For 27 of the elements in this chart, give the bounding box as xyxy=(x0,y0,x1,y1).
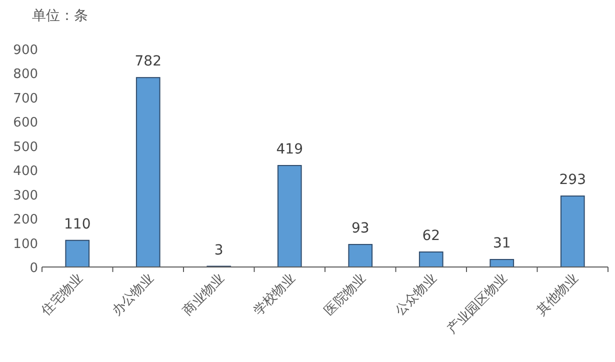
data-label: 31 xyxy=(492,235,511,252)
x-tick-label: 公众物业 xyxy=(392,271,440,319)
y-tick-label: 200 xyxy=(13,212,38,228)
data-label: 782 xyxy=(134,54,162,70)
y-tick-label: 600 xyxy=(13,116,38,131)
x-tick-label: 学校物业 xyxy=(251,271,298,319)
data-label: 419 xyxy=(276,142,303,158)
x-tick-label: 医院物业 xyxy=(322,271,370,319)
x-tick-label: 商业物业 xyxy=(180,271,228,319)
y-tick-label: 300 xyxy=(13,188,38,204)
data-label: 93 xyxy=(351,220,370,236)
y-tick-label: 400 xyxy=(13,164,38,180)
y-axis-title: 单位：条 xyxy=(32,8,88,24)
y-tick-label: 500 xyxy=(13,140,38,155)
x-tick-label: 住宅物业 xyxy=(37,270,86,320)
y-tick-label: 700 xyxy=(13,91,38,106)
y-tick-label: 900 xyxy=(13,43,38,58)
x-tick-label: 产业园区物业 xyxy=(444,271,511,337)
y-tick-label: 100 xyxy=(13,236,38,252)
data-label: 3 xyxy=(214,242,224,258)
x-tick-label: 办公物业 xyxy=(110,271,157,319)
data-label: 62 xyxy=(422,228,440,244)
y-tick-label: 800 xyxy=(13,67,38,82)
x-tick-label: 其他物业 xyxy=(534,271,582,319)
data-label: 293 xyxy=(559,172,586,188)
data-label: 110 xyxy=(64,216,91,232)
y-tick-label: 0 xyxy=(30,261,38,276)
